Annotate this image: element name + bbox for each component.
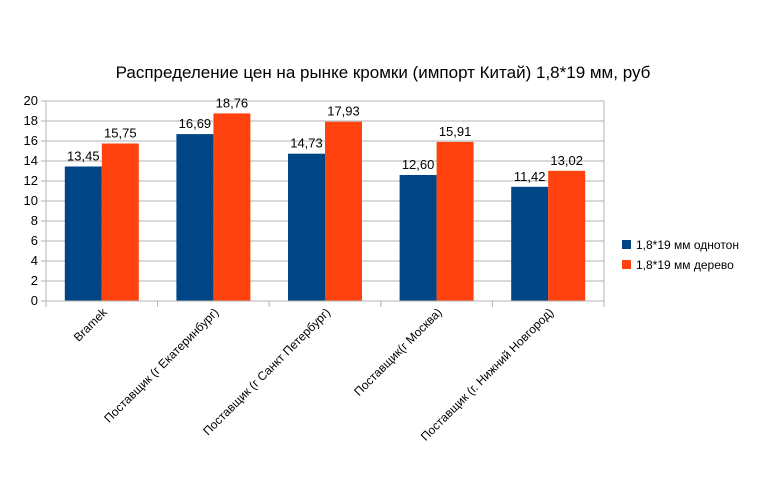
bar <box>436 141 474 301</box>
y-tick-label: 20 <box>24 93 38 108</box>
bar <box>64 166 102 301</box>
data-labels: 13,45 15,75 16,69 18,76 14,73 17,93 12,60 15,91… <box>67 95 583 183</box>
data-label: 14,73 <box>290 136 323 151</box>
y-tick-label: 14 <box>24 153 38 168</box>
data-label: 12,60 <box>402 157 435 172</box>
data-label: 17,93 <box>327 104 360 119</box>
y-tick-label: 2 <box>31 273 38 288</box>
y-tick-label: 10 <box>24 193 38 208</box>
bar <box>548 170 586 301</box>
x-category-label: Поставщик (г Екатеринбург) <box>101 305 221 425</box>
bar <box>399 175 437 301</box>
data-label: 13,02 <box>550 153 583 168</box>
bar <box>511 186 549 301</box>
legend-label-series-2: 1,8*19 мм дерево <box>636 258 734 272</box>
data-label: 15,91 <box>439 124 472 139</box>
bar <box>101 143 139 301</box>
data-label: 11,42 <box>514 169 546 184</box>
y-tick-label: 6 <box>31 233 38 248</box>
y-tick-label: 16 <box>24 133 38 148</box>
x-category-label: Поставщик (г. Нижний Новгород) <box>418 305 556 443</box>
x-category-label: Поставщик(г Москва) <box>351 305 444 398</box>
bar <box>325 121 362 301</box>
bar <box>213 113 251 302</box>
data-label: 13,45 <box>67 149 100 164</box>
y-axis: 0 2 4 6 8 10 12 14 16 18 20 <box>24 93 605 308</box>
legend-label-series-1: 1,8*19 мм однотон <box>636 238 739 252</box>
data-label: 16,69 <box>179 116 212 131</box>
y-tick-label: 12 <box>24 173 38 188</box>
chart-title: Распределение цен на рынке кромки (импор… <box>116 63 651 82</box>
bar <box>176 134 214 301</box>
legend: 1,8*19 мм однотон 1,8*19 мм дерево <box>622 238 739 272</box>
y-tick-label: 18 <box>24 113 38 128</box>
bar-series <box>64 113 586 302</box>
data-label: 18,76 <box>216 95 249 110</box>
y-tick-label: 8 <box>31 213 38 228</box>
legend-swatch-series-1 <box>622 240 631 249</box>
x-category-label: Поставщик (г Санкт Петербург) <box>200 305 333 438</box>
data-label: 15,75 <box>104 126 137 141</box>
bar <box>288 153 325 301</box>
y-tick-label: 0 <box>31 293 38 308</box>
y-tick-label: 4 <box>31 253 38 268</box>
x-category-label: Bramek <box>71 305 111 345</box>
legend-swatch-series-2 <box>622 260 631 269</box>
